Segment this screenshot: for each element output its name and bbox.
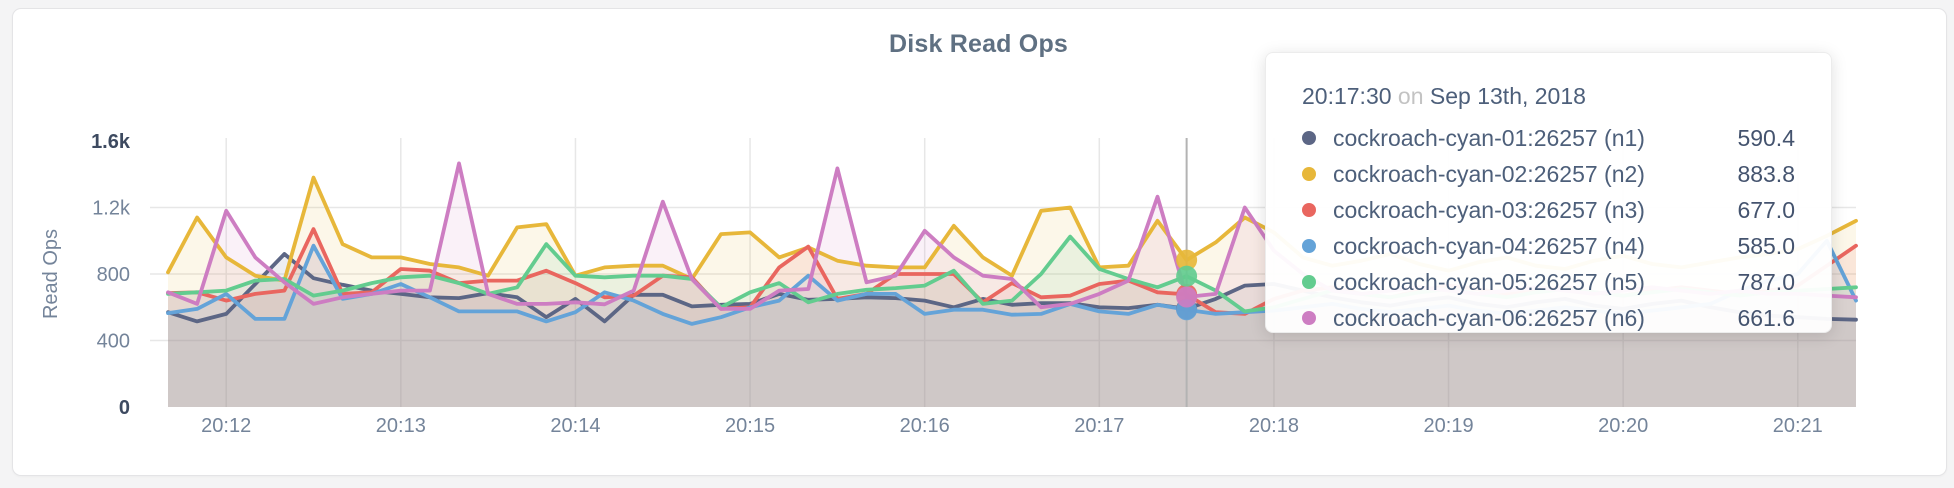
tooltip-value-n6: 661.6 [1737,304,1795,331]
hover-tooltip: 20:17:30 on Sep 13th, 2018 cockroach-cya… [1265,52,1832,333]
tooltip-label-n6: cockroach-cyan-06:26257 (n6) [1333,304,1645,331]
chart-title: Disk Read Ops [888,30,1069,58]
x-tick-label: 20:18 [1249,415,1299,437]
x-tick-label: 20:12 [201,415,251,437]
series-area-n3 [168,229,1856,407]
y-tick-label: 800 [97,264,130,286]
x-tick-label: 20:20 [1598,415,1648,437]
tooltip-value-n5: 787.0 [1737,268,1795,295]
y-axis-title: Read Ops [40,229,62,319]
tooltip-row-n5: cockroach-cyan-05:26257 (n5) 787.0 [1302,264,1795,300]
x-tick-label: 20:16 [900,415,950,437]
x-tick-label: 20:21 [1773,415,1823,437]
tooltip-row-n6: cockroach-cyan-06:26257 (n6) 661.6 [1302,300,1795,336]
tooltip-row-n2: cockroach-cyan-02:26257 (n2) 883.8 [1302,156,1795,192]
series-area-n5 [168,236,1856,407]
tooltip-label-n4: cockroach-cyan-04:26257 (n4) [1333,232,1645,259]
series-dot-n1-icon [1302,131,1316,145]
hover-dot-n5 [1176,265,1198,287]
tooltip-on-word: on [1397,83,1424,109]
tooltip-row-n3: cockroach-cyan-03:26257 (n3) 677.0 [1302,192,1795,228]
y-tick-label: 1.2k [92,198,131,220]
tooltip-label-n3: cockroach-cyan-03:26257 (n3) [1333,196,1645,223]
x-tick-label: 20:19 [1424,415,1474,437]
x-tick-label: 20:15 [725,415,775,437]
series-dot-n5-icon [1302,275,1316,289]
x-tick-label: 20:14 [550,415,600,437]
hover-dot-n6 [1176,286,1198,308]
tooltip-label-n2: cockroach-cyan-02:26257 (n2) [1333,160,1645,187]
y-tick-label: 0 [119,397,130,419]
tooltip-value-n1: 590.4 [1737,124,1795,151]
tooltip-value-n3: 677.0 [1737,196,1795,223]
hover-dot-n2 [1176,249,1198,271]
series-dot-n2-icon [1302,167,1316,181]
tooltip-time: 20:17:30 [1302,83,1392,109]
tooltip-header: 20:17:30 on Sep 13th, 2018 [1302,83,1795,110]
tooltip-label-n5: cockroach-cyan-05:26257 (n5) [1333,268,1645,295]
series-dot-n4-icon [1302,239,1316,253]
x-tick-label: 20:13 [376,415,426,437]
series-area-n2 [168,177,1856,407]
x-tick-label: 20:17 [1074,415,1124,437]
tooltip-value-n2: 883.8 [1737,160,1795,187]
series-dot-n3-icon [1302,203,1316,217]
tooltip-value-n4: 585.0 [1737,232,1795,259]
y-tick-label: 1.6k [91,131,131,153]
y-tick-label: 400 [97,331,130,353]
tooltip-row-n4: cockroach-cyan-04:26257 (n4) 585.0 [1302,228,1795,264]
tooltip-row-n1: cockroach-cyan-01:26257 (n1) 590.4 [1302,120,1795,156]
tooltip-date: Sep 13th, 2018 [1429,83,1586,109]
series-dot-n6-icon [1302,311,1316,325]
series-area-n4 [168,240,1856,407]
series-area-n1 [168,254,1856,407]
tooltip-label-n1: cockroach-cyan-01:26257 (n1) [1333,124,1645,151]
